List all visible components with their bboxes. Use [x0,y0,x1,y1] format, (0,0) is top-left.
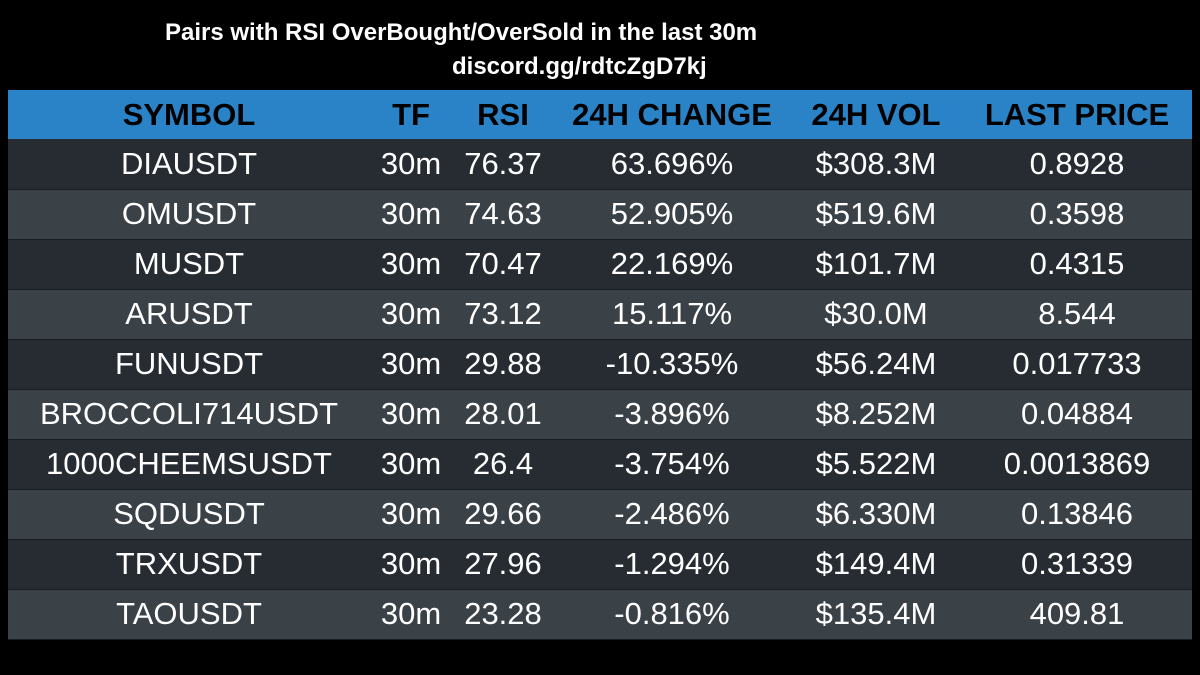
cell-tf: 30m [370,589,452,640]
table-row: ARUSDT 30m 73.12 15.117% $30.0M 8.544 [8,289,1192,340]
cell-24h-vol: $5.522M [790,439,962,490]
cell-rsi: 74.63 [452,189,554,240]
cell-symbol: SQDUSDT [8,489,370,540]
rsi-table: SYMBOL TF RSI 24H CHANGE 24H VOL LAST PR… [8,90,1192,640]
cell-last-price: 0.04884 [962,389,1192,440]
cell-24h-change: -10.335% [554,339,790,390]
cell-tf: 30m [370,239,452,290]
table-row: TAOUSDT 30m 23.28 -0.816% $135.4M 409.81 [8,589,1192,640]
cell-24h-vol: $519.6M [790,189,962,240]
cell-rsi: 23.28 [452,589,554,640]
page-title: Pairs with RSI OverBought/OverSold in th… [165,19,758,46]
cell-last-price: 0.8928 [962,139,1192,190]
cell-rsi: 29.88 [452,339,554,390]
cell-24h-vol: $308.3M [790,139,962,190]
cell-24h-vol: $6.330M [790,489,962,540]
cell-24h-change: 63.696% [554,139,790,190]
column-header-rsi: RSI [477,96,529,132]
cell-rsi: 26.4 [452,439,554,490]
table-header-row: SYMBOL TF RSI 24H CHANGE 24H VOL LAST PR… [8,90,1192,139]
cell-last-price: 0.0013869 [962,439,1192,490]
cell-symbol: ARUSDT [8,289,370,340]
cell-last-price: 8.544 [962,289,1192,340]
cell-last-price: 0.3598 [962,189,1192,240]
cell-24h-change: -3.896% [554,389,790,440]
cell-symbol: FUNUSDT [8,339,370,390]
cell-last-price: 0.13846 [962,489,1192,540]
cell-symbol: TRXUSDT [8,539,370,590]
cell-tf: 30m [370,339,452,390]
cell-tf: 30m [370,189,452,240]
cell-rsi: 70.47 [452,239,554,290]
cell-symbol: OMUSDT [8,189,370,240]
cell-symbol: BROCCOLI714USDT [8,389,370,440]
cell-24h-change: 52.905% [554,189,790,240]
cell-last-price: 0.017733 [962,339,1192,390]
cell-last-price: 0.31339 [962,539,1192,590]
cell-tf: 30m [370,139,452,190]
cell-24h-vol: $30.0M [790,289,962,340]
table-row: OMUSDT 30m 74.63 52.905% $519.6M 0.3598 [8,189,1192,240]
cell-rsi: 73.12 [452,289,554,340]
cell-tf: 30m [370,439,452,490]
cell-rsi: 76.37 [452,139,554,190]
column-header-tf: TF [392,96,430,132]
cell-24h-change: -3.754% [554,439,790,490]
cell-24h-vol: $135.4M [790,589,962,640]
cell-tf: 30m [370,539,452,590]
cell-tf: 30m [370,389,452,440]
table-row: TRXUSDT 30m 27.96 -1.294% $149.4M 0.3133… [8,539,1192,590]
cell-24h-change: -0.816% [554,589,790,640]
table-row: BROCCOLI714USDT 30m 28.01 -3.896% $8.252… [8,389,1192,440]
column-header-24h-change: 24H CHANGE [572,96,772,132]
cell-last-price: 409.81 [962,589,1192,640]
cell-rsi: 28.01 [452,389,554,440]
discord-link-text: discord.gg/rdtcZgD7kj [452,53,707,80]
table-row: DIAUSDT 30m 76.37 63.696% $308.3M 0.8928 [8,139,1192,190]
table-row: SQDUSDT 30m 29.66 -2.486% $6.330M 0.1384… [8,489,1192,540]
cell-24h-vol: $8.252M [790,389,962,440]
cell-24h-vol: $56.24M [790,339,962,390]
cell-24h-change: -1.294% [554,539,790,590]
cell-24h-vol: $101.7M [790,239,962,290]
cell-24h-change: -2.486% [554,489,790,540]
cell-symbol: TAOUSDT [8,589,370,640]
cell-symbol: MUSDT [8,239,370,290]
column-header-24h-vol: 24H VOL [811,96,941,132]
cell-24h-vol: $149.4M [790,539,962,590]
cell-rsi: 29.66 [452,489,554,540]
cell-rsi: 27.96 [452,539,554,590]
cell-symbol: 1000CHEEMSUSDT [8,439,370,490]
column-header-symbol: SYMBOL [122,96,256,132]
cell-symbol: DIAUSDT [8,139,370,190]
table-row: 1000CHEEMSUSDT 30m 26.4 -3.754% $5.522M … [8,439,1192,490]
cell-24h-change: 22.169% [554,239,790,290]
table-row: MUSDT 30m 70.47 22.169% $101.7M 0.4315 [8,239,1192,290]
cell-24h-change: 15.117% [554,289,790,340]
cell-last-price: 0.4315 [962,239,1192,290]
table-row: FUNUSDT 30m 29.88 -10.335% $56.24M 0.017… [8,339,1192,390]
column-header-last-price: LAST PRICE [984,96,1170,132]
cell-tf: 30m [370,489,452,540]
cell-tf: 30m [370,289,452,340]
